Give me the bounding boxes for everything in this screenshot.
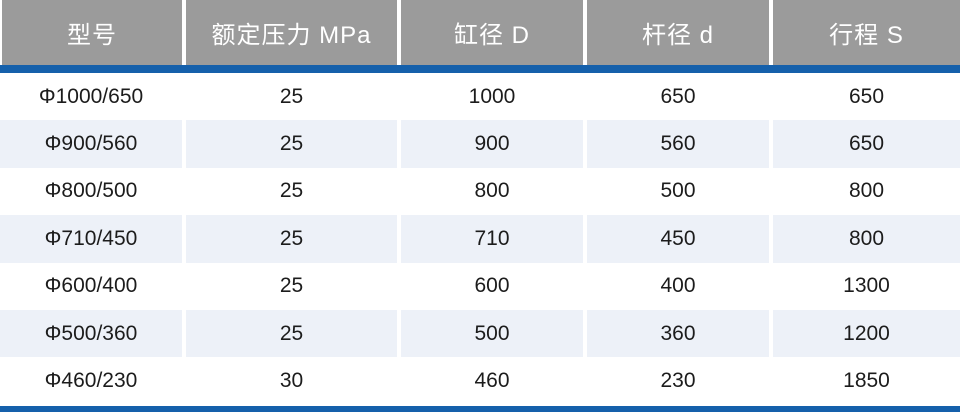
model-cell: Φ800/500 (0, 167, 186, 216)
value-cell: 450 (587, 215, 773, 263)
table-row: Φ460/230 30 460 230 1850 (0, 357, 960, 405)
value-cell: 460 (401, 357, 587, 405)
value-cell: 25 (186, 215, 401, 263)
model-cell: Φ600/400 (0, 262, 186, 310)
value-cell: 25 (186, 262, 401, 310)
value-cell: 30 (186, 357, 401, 405)
model-cell: Φ500/360 (0, 309, 186, 358)
header-cell-4: 杆径 d (587, 0, 773, 65)
header-cell-1: 型号 (0, 0, 186, 65)
header-cell-2: 额定压力 MPa (186, 0, 401, 65)
value-cell: 650 (773, 120, 960, 168)
model-cell: Φ460/230 (0, 357, 186, 405)
value-cell: 25 (186, 309, 401, 358)
value-cell: 650 (587, 73, 773, 121)
value-cell: 560 (587, 120, 773, 168)
value-cell: 1300 (773, 262, 960, 310)
value-cell: 600 (401, 262, 587, 310)
top-accent-bar (0, 65, 960, 73)
value-cell: 1000 (401, 73, 587, 121)
model-cell: Φ1000/650 (0, 73, 186, 121)
header-row: 型号 额定压力 MPa 缸径 D 杆径 d 行程 S (0, 0, 960, 65)
value-cell: 400 (587, 262, 773, 310)
value-cell: 230 (587, 357, 773, 405)
value-cell: 25 (186, 167, 401, 216)
table-row: Φ710/450 25 710 450 800 (0, 215, 960, 263)
table-row: Φ500/360 25 500 360 1200 (0, 309, 960, 358)
table-row: Φ900/560 25 900 560 650 (0, 120, 960, 168)
value-cell: 360 (587, 309, 773, 358)
value-cell: 25 (186, 120, 401, 168)
value-cell: 650 (773, 73, 960, 121)
table-body: Φ1000/650 25 1000 650 650 Φ900/560 25 900 560 650… (0, 73, 960, 405)
bottom-accent-bar (0, 405, 960, 412)
value-cell: 1200 (773, 309, 960, 358)
value-cell: 25 (186, 73, 401, 121)
header-cell-5: 行程 S (773, 0, 960, 65)
table-row: Φ800/500 25 800 500 800 (0, 167, 960, 216)
value-cell: 800 (773, 215, 960, 263)
value-cell: 710 (401, 215, 587, 263)
value-cell: 800 (773, 167, 960, 216)
model-cell: Φ900/560 (0, 120, 186, 168)
value-cell: 1850 (773, 357, 960, 405)
model-cell: Φ710/450 (0, 215, 186, 263)
table-row: Φ1000/650 25 1000 650 650 (0, 73, 960, 121)
header-cell-3: 缸径 D (401, 0, 587, 65)
table-row: Φ600/400 25 600 400 1300 (0, 262, 960, 310)
value-cell: 900 (401, 120, 587, 168)
value-cell: 500 (587, 167, 773, 216)
value-cell: 800 (401, 167, 587, 216)
value-cell: 500 (401, 309, 587, 358)
